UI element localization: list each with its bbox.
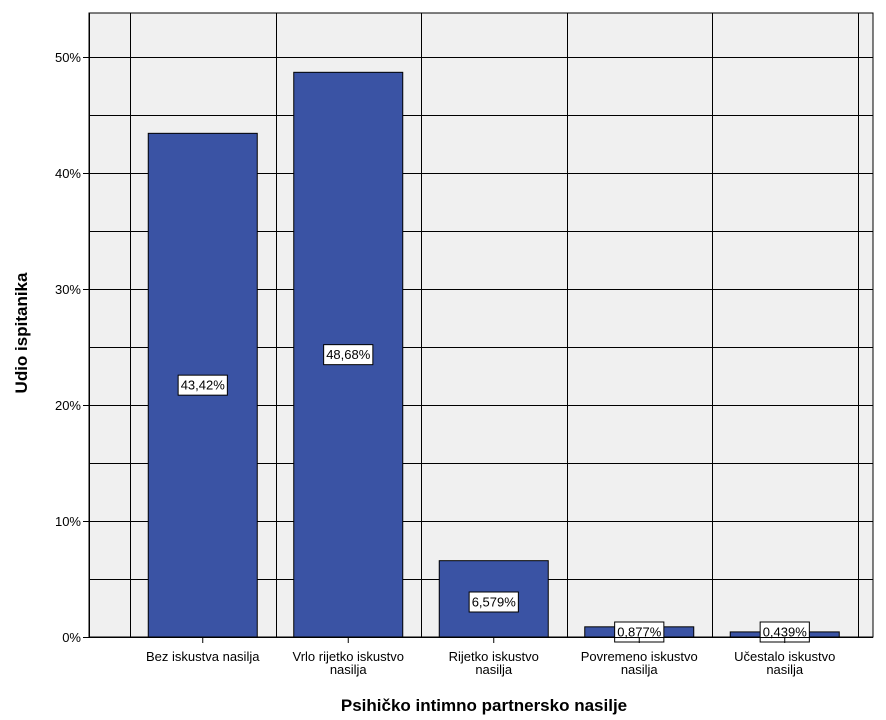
y-axis-title: Udio ispitanika xyxy=(12,272,31,393)
data-label-box xyxy=(323,344,374,366)
x-category-label: Vrlo rijetko iskustvo nasilja xyxy=(293,649,405,677)
y-tick-label: 20% xyxy=(55,398,81,413)
axes xyxy=(89,13,873,638)
x-axis-title: Psihičko intimno partnersko nasilje xyxy=(341,696,627,715)
y-tick-label: 50% xyxy=(55,50,81,65)
x-category-label: Povremeno iskustvo nasilja xyxy=(581,649,698,677)
y-ticks: 0% 10% 20% 30% 40% 50% xyxy=(55,50,89,645)
y-tick-label: 40% xyxy=(55,166,81,181)
y-tick-label: 10% xyxy=(55,514,81,529)
y-tick-label: 30% xyxy=(55,282,81,297)
x-categories: Bez iskustva nasilja Vrlo rijetko iskustv… xyxy=(146,637,835,677)
x-category-label: Rijetko iskustvo nasilja xyxy=(449,649,539,677)
y-tick-label: 0% xyxy=(62,630,81,645)
data-label: 0,439% xyxy=(763,625,808,640)
data-labels: 43,42% 48,68% 6,579% 0,877% 0,439% xyxy=(177,344,810,643)
data-label: 43,42% xyxy=(181,378,226,393)
data-label-box xyxy=(177,374,228,396)
data-label: 48,68% xyxy=(326,347,371,362)
x-category-label: Učestalo iskustvo nasilja xyxy=(734,649,835,677)
data-label-box xyxy=(468,591,519,613)
data-label: 6,579% xyxy=(472,595,517,610)
data-label: 0,877% xyxy=(617,625,662,640)
x-category-label: Bez iskustva nasilja xyxy=(146,649,260,664)
